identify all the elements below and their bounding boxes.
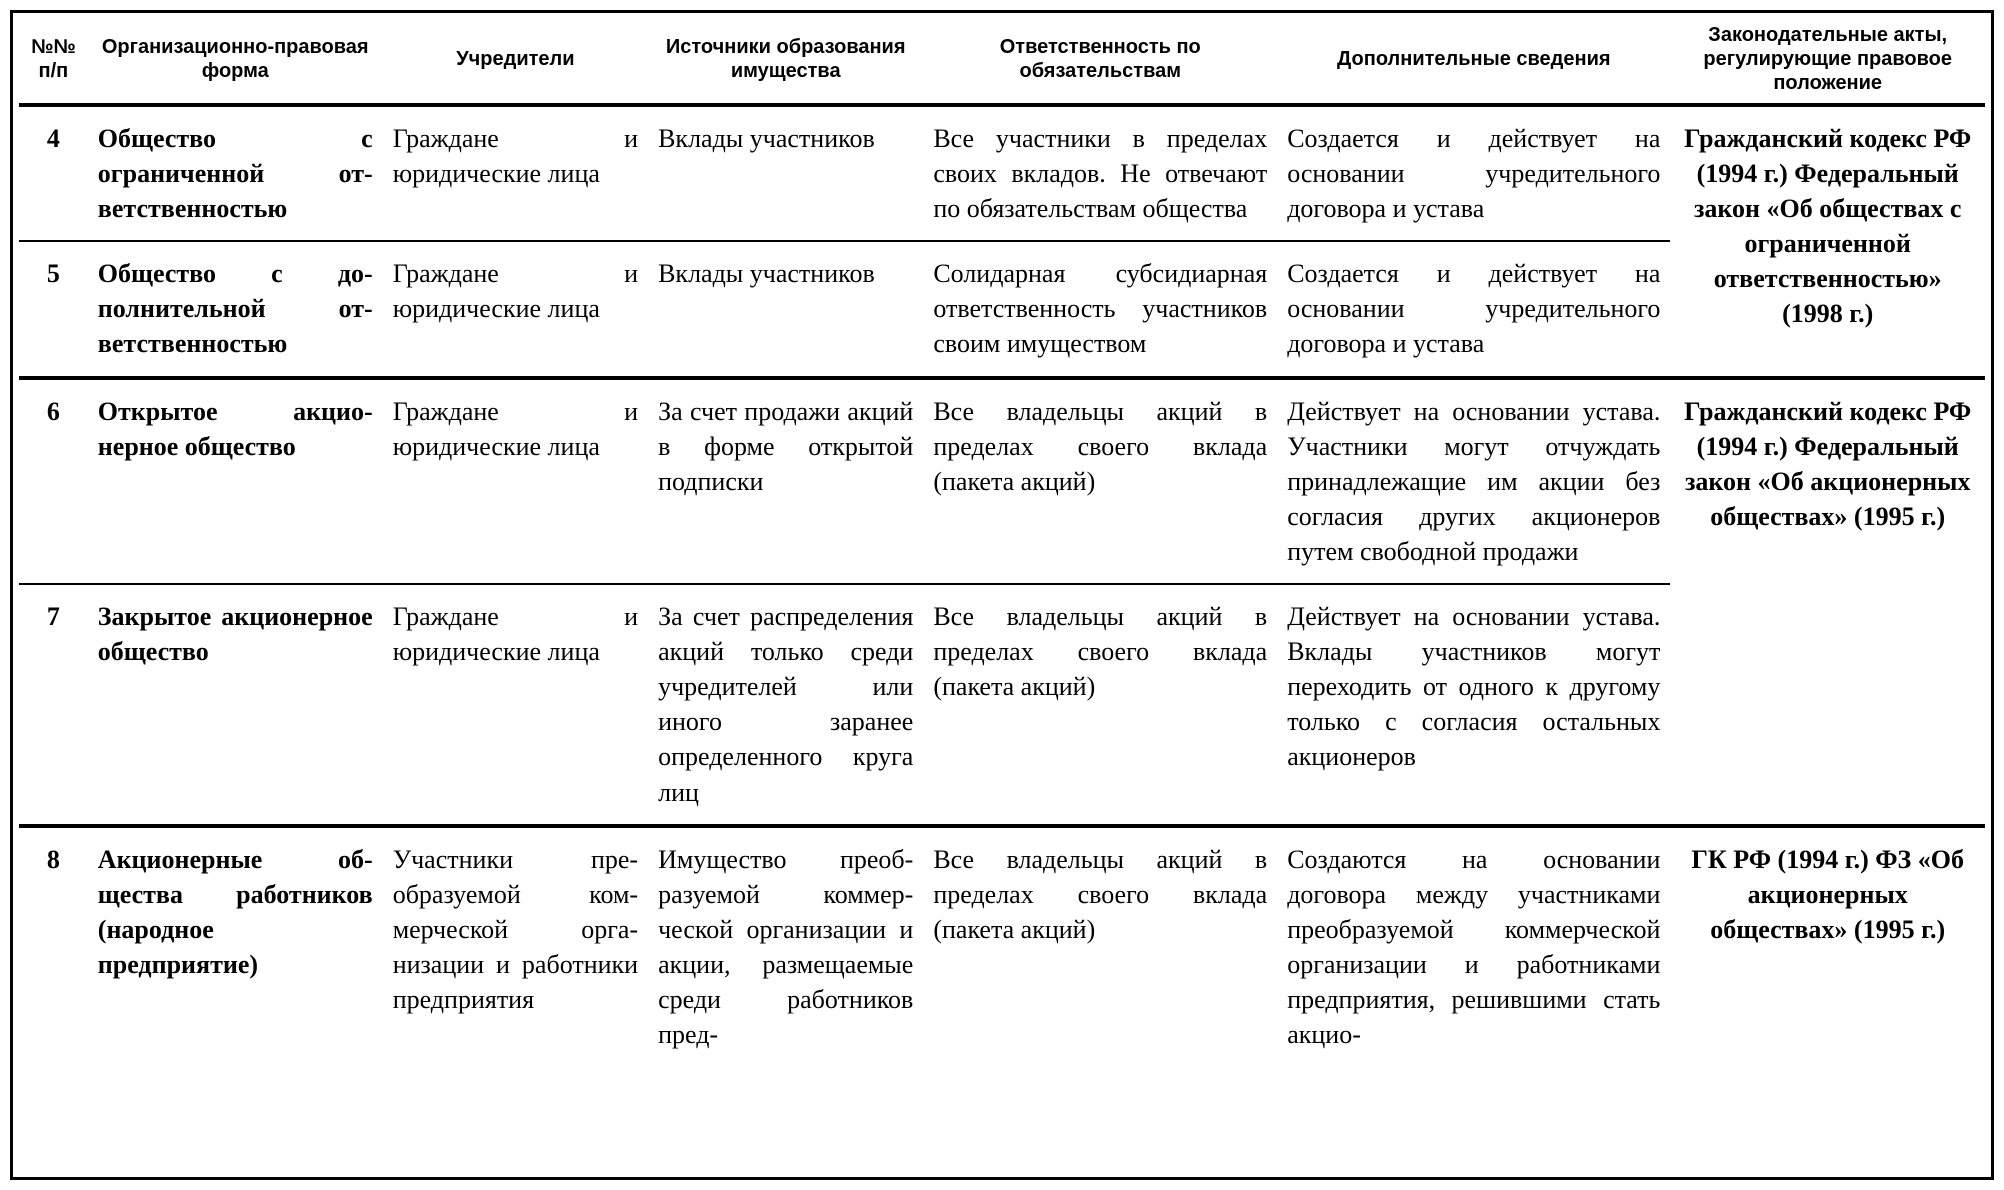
cell-sources: Вклады участников xyxy=(648,241,923,377)
cell-sources: Вклады участников xyxy=(648,105,923,241)
cell-founders: Участники пре­образуемой ком­мерческой о… xyxy=(383,826,648,1067)
cell-founders: Граждане и юридические ли­ца xyxy=(383,241,648,377)
cell-info: Создается и действует на основании учред… xyxy=(1277,241,1670,377)
cell-num: 5 xyxy=(19,241,88,377)
cell-num: 6 xyxy=(19,378,88,584)
cell-form: Общество с до­полнительной от­ветственно… xyxy=(88,241,383,377)
table-row: 6 Открытое акцио­нерное общество Граждан… xyxy=(19,378,1985,584)
col-header-info: Дополнительные сведения xyxy=(1277,21,1670,105)
cell-info: Действует на основании ус­тава. Вклады у… xyxy=(1277,584,1670,826)
cell-info: Действует на основании ус­тава. Участник… xyxy=(1277,378,1670,584)
legal-forms-table: №№ п/п Организационно-правовая форма Учр… xyxy=(19,21,1985,1066)
cell-form: Акционерные об­щества работни­ков (народ… xyxy=(88,826,383,1067)
cell-sources: Имущество преоб­разуемой коммер­ческой о… xyxy=(648,826,923,1067)
cell-founders: Граждане и юридические ли­ца xyxy=(383,584,648,826)
cell-info: Создаются на основании договора между уч… xyxy=(1277,826,1670,1067)
cell-form: Закрытое акцио­нерное общество xyxy=(88,584,383,826)
cell-num: 7 xyxy=(19,584,88,826)
cell-num: 4 xyxy=(19,105,88,241)
col-header-law: Законодательные акты, регулирую­щие прав… xyxy=(1670,21,1985,105)
table-header-row: №№ п/п Организационно-правовая форма Учр… xyxy=(19,21,1985,105)
table-row: 8 Акционерные об­щества работни­ков (нар… xyxy=(19,826,1985,1067)
cell-liability: Все участники в преде­лах своих вкладов.… xyxy=(923,105,1277,241)
cell-sources: За счет распределе­ния акций только сред… xyxy=(648,584,923,826)
cell-sources: За счет продажи акций в форме от­крытой … xyxy=(648,378,923,584)
cell-num: 8 xyxy=(19,826,88,1067)
cell-liability: Все владельцы акций в пределах своего вк… xyxy=(923,378,1277,584)
legal-forms-table-container: №№ п/п Организационно-правовая форма Учр… xyxy=(10,10,1994,1180)
cell-law: Гражданский кодекс РФ (1994 г.) Федераль… xyxy=(1670,378,1985,826)
col-header-sources: Источники образования имущества xyxy=(648,21,923,105)
cell-law: Гражданский кодекс РФ (1994 г.) Федераль… xyxy=(1670,105,1985,378)
cell-law: ГК РФ (1994 г.) ФЗ «Об акционерных общес… xyxy=(1670,826,1985,1067)
col-header-liability: Ответственность по обязательствам xyxy=(923,21,1277,105)
col-header-founders: Учредители xyxy=(383,21,648,105)
cell-founders: Граждане и юридические ли­ца xyxy=(383,105,648,241)
col-header-form: Организационно-правовая форма xyxy=(88,21,383,105)
cell-founders: Граждане и юридические ли­ца xyxy=(383,378,648,584)
cell-info: Создается и действует на основании учред… xyxy=(1277,105,1670,241)
cell-form: Открытое акцио­нерное общество xyxy=(88,378,383,584)
cell-liability: Солидарная субсидиар­ная ответственность… xyxy=(923,241,1277,377)
cell-liability: Все владельцы акций в пределах своего вк… xyxy=(923,584,1277,826)
col-header-num: №№ п/п xyxy=(19,21,88,105)
cell-form: Общество с ограниченной от­ветственность… xyxy=(88,105,383,241)
table-row: 4 Общество с ограниченной от­ветственнос… xyxy=(19,105,1985,241)
cell-liability: Все владельцы акций в пределах своего вк… xyxy=(923,826,1277,1067)
